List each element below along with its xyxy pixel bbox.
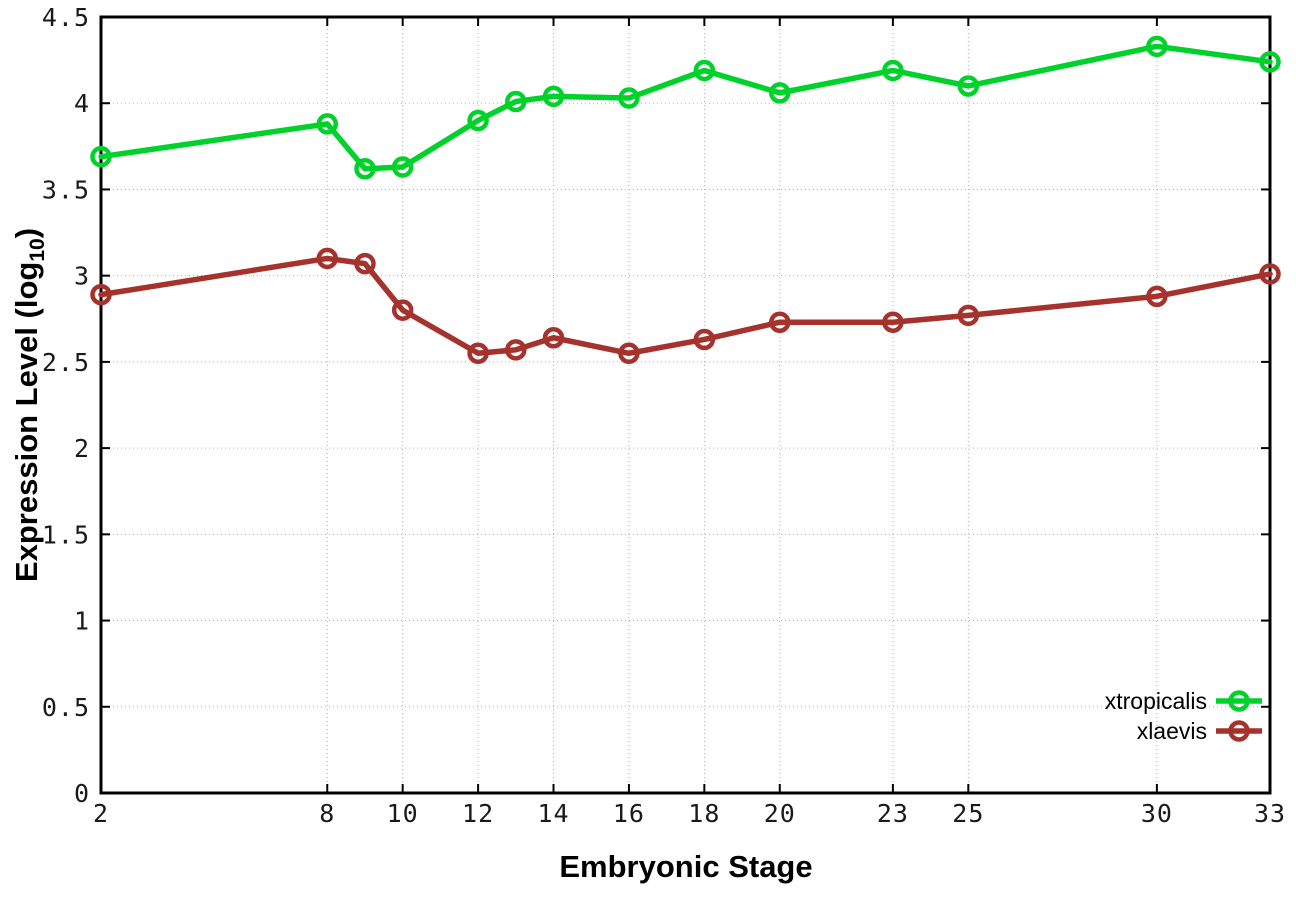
x-tick-label: 16 — [613, 799, 645, 828]
series-line-xtropicalis — [98, 43, 1273, 172]
y-axis-title-text: Expression Level (log — [9, 261, 44, 583]
legend-item-xlaevis: xlaevis — [1105, 716, 1262, 746]
x-tick-label: 33 — [1254, 799, 1286, 828]
plot-border — [99, 15, 1272, 795]
data-point-marker-xlaevis — [391, 299, 414, 321]
legend: xtropicalis xlaevis — [1105, 686, 1262, 746]
legend-marker-xlaevis-icon — [1216, 720, 1262, 742]
data-point-marker-xlaevis — [90, 283, 112, 306]
y-axis-title: Expression Level (log10) — [9, 227, 49, 583]
legend-label: xlaevis — [1136, 717, 1207, 744]
y-tick-label: 1 — [74, 607, 90, 636]
y-tick-label: 1.5 — [42, 520, 90, 549]
data-point-marker-xlaevis — [467, 342, 489, 365]
x-axis-title: Embryonic Stage — [559, 849, 813, 884]
data-point-marker-xlaevis — [1146, 285, 1168, 308]
x-tick-label: 8 — [319, 799, 335, 828]
data-point-marker-xtropicalis — [957, 75, 980, 97]
data-point-marker-xlaevis — [1259, 263, 1281, 285]
data-point-marker-xlaevis — [693, 328, 716, 351]
y-axis-title-close: ) — [9, 227, 44, 239]
data-point-marker-xlaevis — [542, 326, 565, 349]
y-tick-label: 2 — [74, 434, 90, 463]
data-point-marker-xtropicalis — [467, 109, 489, 132]
x-tick-label: 18 — [688, 799, 720, 828]
data-point-marker-xtropicalis — [391, 156, 414, 178]
x-tick-label: 2 — [93, 799, 109, 828]
data-point-marker-xtropicalis — [882, 59, 904, 82]
x-tick-label: 23 — [877, 799, 909, 828]
data-point-marker-xlaevis — [618, 342, 640, 365]
x-tick-label: 10 — [387, 799, 419, 828]
data-point-marker-xtropicalis — [316, 113, 339, 135]
data-point-marker-xtropicalis — [1259, 51, 1281, 73]
data-point-marker-xtropicalis — [618, 87, 640, 109]
y-tick-label: 2.5 — [42, 348, 90, 377]
data-point-marker-xtropicalis — [769, 82, 791, 104]
series-line-xlaevis — [98, 255, 1273, 357]
y-tick-label: 0 — [74, 779, 90, 808]
legend-item-xtropicalis: xtropicalis — [1105, 686, 1262, 716]
y-tick-label: 4 — [74, 89, 90, 118]
data-point-marker-xlaevis — [316, 247, 339, 270]
y-tick-label: 3 — [74, 262, 90, 291]
y-tick-label: 4.5 — [42, 3, 90, 32]
data-point-marker-xtropicalis — [354, 158, 376, 180]
x-tick-label: 30 — [1141, 799, 1173, 828]
legend-label: xtropicalis — [1104, 687, 1207, 714]
legend-marker-xtropicalis-icon — [1216, 690, 1262, 712]
data-point-marker-xtropicalis — [1146, 35, 1168, 58]
y-tick-label: 3.5 — [42, 175, 90, 204]
y-tick-label: 0.5 — [42, 693, 90, 722]
data-point-marker-xtropicalis — [693, 59, 716, 82]
data-point-marker-xlaevis — [505, 339, 527, 361]
x-tick-label: 25 — [952, 799, 984, 828]
data-point-marker-xlaevis — [957, 304, 980, 327]
y-axis-title-subscript: 10 — [26, 238, 49, 262]
data-point-marker-xlaevis — [882, 311, 904, 333]
data-point-marker-xtropicalis — [90, 145, 112, 168]
data-point-marker-xlaevis — [769, 311, 791, 333]
data-point-marker-xlaevis — [354, 252, 376, 275]
data-point-marker-xtropicalis — [505, 90, 527, 113]
x-tick-label: 12 — [462, 799, 494, 828]
x-tick-label: 20 — [764, 799, 796, 828]
data-point-marker-xtropicalis — [542, 85, 565, 108]
x-tick-label: 14 — [537, 799, 569, 828]
